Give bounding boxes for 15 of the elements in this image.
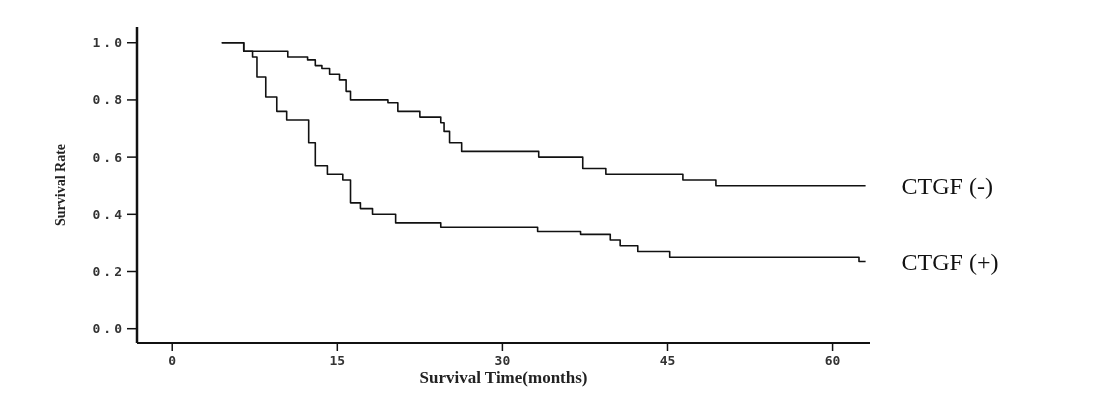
- x-tick-label: 30: [494, 353, 511, 368]
- y-tick-label: 0.8: [92, 92, 125, 108]
- x-tick-label: 0: [168, 353, 177, 368]
- y-tick-label: 0.4: [92, 206, 125, 222]
- x-tick-label: 60: [824, 353, 841, 368]
- y-tick-label: 1.0: [92, 35, 125, 51]
- y-tick-label: 0.2: [92, 264, 125, 280]
- x-axis-title: Survival Time(months): [419, 368, 588, 387]
- y-axis-title: Survival Rate: [53, 143, 68, 227]
- x-tick-label: 15: [329, 353, 346, 368]
- series-label: CTGF (+): [901, 248, 999, 275]
- y-tick-label: 0.6: [92, 149, 125, 165]
- x-tick-label: 45: [659, 353, 676, 368]
- series-label: CTGF (-): [901, 173, 993, 200]
- y-tick-label: 0.0: [92, 321, 125, 337]
